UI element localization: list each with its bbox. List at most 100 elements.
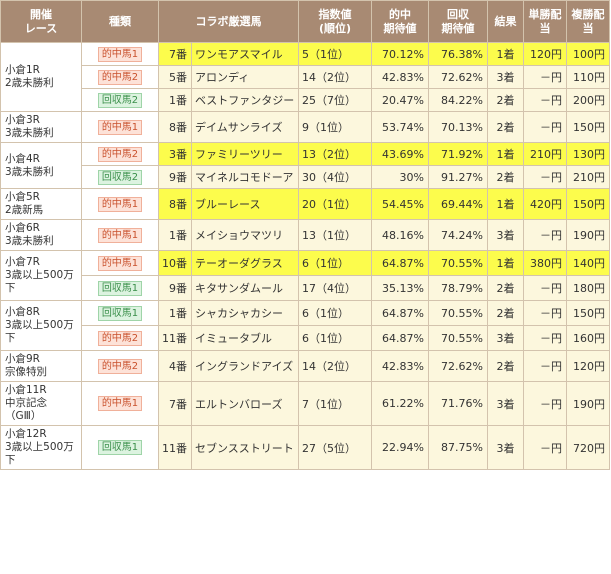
win-payout: 380円 bbox=[523, 250, 567, 276]
horse-name: イングランドアイズ bbox=[191, 350, 299, 382]
return-horse-badge: 回収馬1 bbox=[97, 280, 143, 296]
type-cell: 回収馬2 bbox=[81, 165, 159, 189]
race-name: 小倉12R 3歳以上500万下 bbox=[0, 425, 82, 470]
index-rank: 27（5位） bbox=[298, 425, 372, 470]
type-cell: 的中馬2 bbox=[81, 65, 159, 89]
hit-horse-badge: 的中馬1 bbox=[97, 119, 143, 135]
type-cell: 的中馬2 bbox=[81, 142, 159, 166]
win-payout: －円 bbox=[523, 88, 567, 112]
hit-horse-badge: 的中馬2 bbox=[97, 358, 143, 374]
horse-name: ワンモアスマイル bbox=[191, 42, 299, 66]
horse-number: 1番 bbox=[158, 300, 192, 326]
table-row: 小倉7R 3歳以上500万下 的中馬1 10番 テーオーダグラス 6（1位） 64.87%… bbox=[0, 250, 610, 301]
horse-number: 3番 bbox=[158, 142, 192, 166]
hit-horse-badge: 的中馬1 bbox=[97, 227, 143, 243]
type-cell: 回収馬1 bbox=[81, 275, 159, 301]
table-row: 回収馬2 1番 ベストファンタジー 25（7位） 20.47% 84.22% 2着 －円 200… bbox=[1, 88, 610, 112]
hit-expectation: 22.94% bbox=[371, 425, 429, 470]
header-type: 種類 bbox=[81, 0, 159, 43]
finish-result: 3着 bbox=[487, 325, 524, 351]
finish-result: 3着 bbox=[487, 381, 524, 426]
race-name: 小倉7R 3歳以上500万下 bbox=[0, 250, 82, 301]
horse-name: セブンスストリート bbox=[191, 425, 299, 470]
horse-number: 11番 bbox=[158, 425, 192, 470]
table-row: 小倉12R 3歳以上500万下 回収馬1 11番 セブンスストリート 27（5位） 22.… bbox=[0, 425, 610, 470]
win-payout: －円 bbox=[523, 381, 567, 426]
type-cell: 的中馬1 bbox=[81, 219, 159, 251]
place-payout: 190円 bbox=[566, 381, 610, 426]
return-expectation: 70.13% bbox=[428, 111, 488, 143]
hit-horse-badge: 的中馬1 bbox=[97, 46, 143, 62]
table-row: 小倉11R 中京記念（GⅢ） 的中馬1 7番 エルトンバローズ 7（1位） 61.22% 7… bbox=[0, 381, 610, 426]
return-horse-badge: 回収馬1 bbox=[97, 305, 143, 321]
hit-expectation: 42.83% bbox=[371, 65, 429, 89]
win-payout: －円 bbox=[523, 425, 567, 470]
header-race: 開催 レース bbox=[0, 0, 82, 43]
finish-result: 1着 bbox=[487, 42, 524, 66]
hit-horse-badge: 的中馬1 bbox=[97, 255, 143, 271]
place-payout: 100円 bbox=[566, 42, 610, 66]
finish-result: 2着 bbox=[487, 350, 524, 382]
finish-result: 2着 bbox=[487, 111, 524, 143]
finish-result: 2着 bbox=[487, 300, 524, 326]
table-row: 小倉3R 3歳未勝利 的中馬1 8番 デイムサンライズ 9（1位） 53.74% 70.13… bbox=[0, 111, 610, 143]
place-payout: 180円 bbox=[566, 275, 610, 301]
horse-number: 9番 bbox=[158, 165, 192, 189]
hit-expectation: 53.74% bbox=[371, 111, 429, 143]
return-expectation: 72.62% bbox=[428, 65, 488, 89]
place-payout: 130円 bbox=[566, 142, 610, 166]
table-row: 回収馬2 9番 マイネルコモドーア 30（4位） 30% 91.27% 2着 －円 210円 bbox=[1, 165, 610, 189]
hit-expectation: 20.47% bbox=[371, 88, 429, 112]
horse-number: 9番 bbox=[158, 275, 192, 301]
win-payout: －円 bbox=[523, 300, 567, 326]
win-payout: 420円 bbox=[523, 188, 567, 220]
race-name: 小倉3R 3歳未勝利 bbox=[0, 111, 82, 143]
table-row: 的中馬2 5番 アロンディ 14（2位） 42.83% 72.62% 3着 －円 110円 bbox=[1, 65, 610, 89]
table-row: 小倉1R 2歳未勝利 的中馬1 7番 ワンモアスマイル 5（1位） 70.12% 76.38… bbox=[0, 42, 610, 112]
place-payout: 110円 bbox=[566, 65, 610, 89]
place-payout: 140円 bbox=[566, 250, 610, 276]
finish-result: 3着 bbox=[487, 65, 524, 89]
horse-name: アロンディ bbox=[191, 65, 299, 89]
hit-horse-badge: 的中馬1 bbox=[97, 196, 143, 212]
return-expectation: 71.76% bbox=[428, 381, 488, 426]
win-payout: －円 bbox=[523, 325, 567, 351]
win-payout: －円 bbox=[523, 111, 567, 143]
index-rank: 14（2位） bbox=[298, 350, 372, 382]
type-cell: 的中馬2 bbox=[81, 350, 159, 382]
header-place: 複勝配当 bbox=[566, 0, 610, 43]
place-payout: 120円 bbox=[566, 350, 610, 382]
hit-expectation: 35.13% bbox=[371, 275, 429, 301]
header-result: 結果 bbox=[487, 0, 524, 43]
hit-horse-badge: 的中馬2 bbox=[97, 69, 143, 85]
finish-result: 1着 bbox=[487, 250, 524, 276]
horse-number: 7番 bbox=[158, 381, 192, 426]
hit-expectation: 42.83% bbox=[371, 350, 429, 382]
hit-expectation: 64.87% bbox=[371, 325, 429, 351]
race-name: 小倉11R 中京記念（GⅢ） bbox=[0, 381, 82, 426]
table-body: 小倉1R 2歳未勝利 的中馬1 7番 ワンモアスマイル 5（1位） 70.12% 76.38… bbox=[0, 42, 610, 470]
horse-number: 8番 bbox=[158, 111, 192, 143]
header-hit-exp: 的中 期待値 bbox=[371, 0, 429, 43]
hit-horse-badge: 的中馬2 bbox=[97, 330, 143, 346]
index-rank: 13（1位） bbox=[298, 219, 372, 251]
win-payout: －円 bbox=[523, 350, 567, 382]
return-expectation: 72.62% bbox=[428, 350, 488, 382]
horse-number: 5番 bbox=[158, 65, 192, 89]
horse-name: ファミリーツリー bbox=[191, 142, 299, 166]
finish-result: 3着 bbox=[487, 219, 524, 251]
index-rank: 17（4位） bbox=[298, 275, 372, 301]
type-cell: 的中馬1 bbox=[81, 188, 159, 220]
win-payout: －円 bbox=[523, 219, 567, 251]
index-rank: 14（2位） bbox=[298, 65, 372, 89]
horse-number: 11番 bbox=[158, 325, 192, 351]
table-row: 的中馬2 11番 イミュータブル 6（1位） 64.87% 70.55% 3着 －円 160円 bbox=[1, 325, 610, 351]
header-win: 単勝配当 bbox=[523, 0, 567, 43]
index-rank: 5（1位） bbox=[298, 42, 372, 66]
place-payout: 200円 bbox=[566, 88, 610, 112]
return-expectation: 69.44% bbox=[428, 188, 488, 220]
return-horse-badge: 回収馬2 bbox=[97, 92, 143, 108]
horse-name: デイムサンライズ bbox=[191, 111, 299, 143]
place-payout: 150円 bbox=[566, 300, 610, 326]
place-payout: 160円 bbox=[566, 325, 610, 351]
